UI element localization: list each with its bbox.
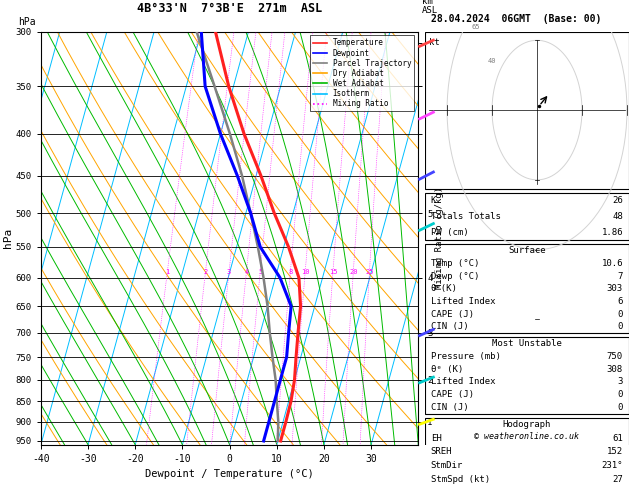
Text: StmDir: StmDir (431, 461, 463, 470)
Text: 20: 20 (349, 269, 357, 275)
Text: 3: 3 (618, 377, 623, 386)
Text: hPa: hPa (18, 17, 36, 27)
Text: LCL: LCL (426, 35, 441, 44)
Text: © weatheronline.co.uk: © weatheronline.co.uk (474, 433, 579, 441)
Text: θᵉ(K): θᵉ(K) (431, 284, 457, 293)
Bar (425, 32, 629, 189)
Legend: Temperature, Dewpoint, Parcel Trajectory, Dry Adiabat, Wet Adiabat, Isotherm, Mi: Temperature, Dewpoint, Parcel Trajectory… (310, 35, 415, 111)
Text: SREH: SREH (431, 448, 452, 456)
Text: 15: 15 (329, 269, 337, 275)
Text: CAPE (J): CAPE (J) (431, 390, 474, 399)
Text: Lifted Index: Lifted Index (431, 297, 495, 306)
Bar (425, 337, 629, 414)
Text: 303: 303 (607, 284, 623, 293)
Text: Temp (°C): Temp (°C) (431, 259, 479, 268)
Text: 3: 3 (227, 269, 231, 275)
Text: 6: 6 (618, 297, 623, 306)
Text: 26: 26 (612, 196, 623, 205)
Text: 4: 4 (244, 269, 248, 275)
Text: PW (cm): PW (cm) (431, 228, 469, 237)
Text: Totals Totals: Totals Totals (431, 212, 501, 221)
Text: 750: 750 (607, 352, 623, 361)
Text: Most Unstable: Most Unstable (492, 339, 562, 348)
Text: Dewp (°C): Dewp (°C) (431, 272, 479, 280)
Text: 61: 61 (612, 434, 623, 443)
Text: Pressure (mb): Pressure (mb) (431, 352, 501, 361)
Text: K: K (431, 196, 436, 205)
Bar (425, 192, 629, 240)
Text: Hodograph: Hodograph (503, 420, 551, 429)
Text: CIN (J): CIN (J) (431, 403, 469, 412)
Text: 1: 1 (165, 269, 169, 275)
Text: 2: 2 (203, 269, 208, 275)
Text: 5: 5 (258, 269, 262, 275)
Text: 308: 308 (607, 364, 623, 374)
Text: θᵉ (K): θᵉ (K) (431, 364, 463, 374)
Text: 65: 65 (471, 24, 480, 31)
Y-axis label: Mixing Ratio (g/kg): Mixing Ratio (g/kg) (435, 187, 445, 289)
Text: 7: 7 (618, 272, 623, 280)
Text: CAPE (J): CAPE (J) (431, 310, 474, 319)
Text: Surface: Surface (508, 246, 545, 255)
Bar (425, 418, 629, 486)
Text: 1.86: 1.86 (601, 228, 623, 237)
Text: CIN (J): CIN (J) (431, 322, 469, 331)
Text: 152: 152 (607, 448, 623, 456)
Text: 231°: 231° (601, 461, 623, 470)
Text: kt: kt (429, 38, 440, 47)
Text: 10.6: 10.6 (601, 259, 623, 268)
Y-axis label: hPa: hPa (3, 228, 13, 248)
Text: Lifted Index: Lifted Index (431, 377, 495, 386)
Text: 28.04.2024  06GMT  (Base: 00): 28.04.2024 06GMT (Base: 00) (431, 14, 601, 24)
Text: 25: 25 (365, 269, 374, 275)
Bar (425, 244, 629, 333)
Text: 0: 0 (618, 322, 623, 331)
X-axis label: Dewpoint / Temperature (°C): Dewpoint / Temperature (°C) (145, 469, 314, 479)
Text: StmSpd (kt): StmSpd (kt) (431, 475, 490, 484)
Text: 0: 0 (618, 310, 623, 319)
Text: 10: 10 (301, 269, 309, 275)
Text: EH: EH (431, 434, 442, 443)
Text: 40: 40 (487, 57, 496, 64)
Text: 8: 8 (288, 269, 292, 275)
Text: km
ASL: km ASL (422, 0, 438, 15)
Text: 0: 0 (618, 390, 623, 399)
Text: 48: 48 (612, 212, 623, 221)
Text: 0: 0 (618, 403, 623, 412)
Text: 4B°33'N  7°3B'E  271m  ASL: 4B°33'N 7°3B'E 271m ASL (137, 2, 322, 15)
Text: 27: 27 (612, 475, 623, 484)
